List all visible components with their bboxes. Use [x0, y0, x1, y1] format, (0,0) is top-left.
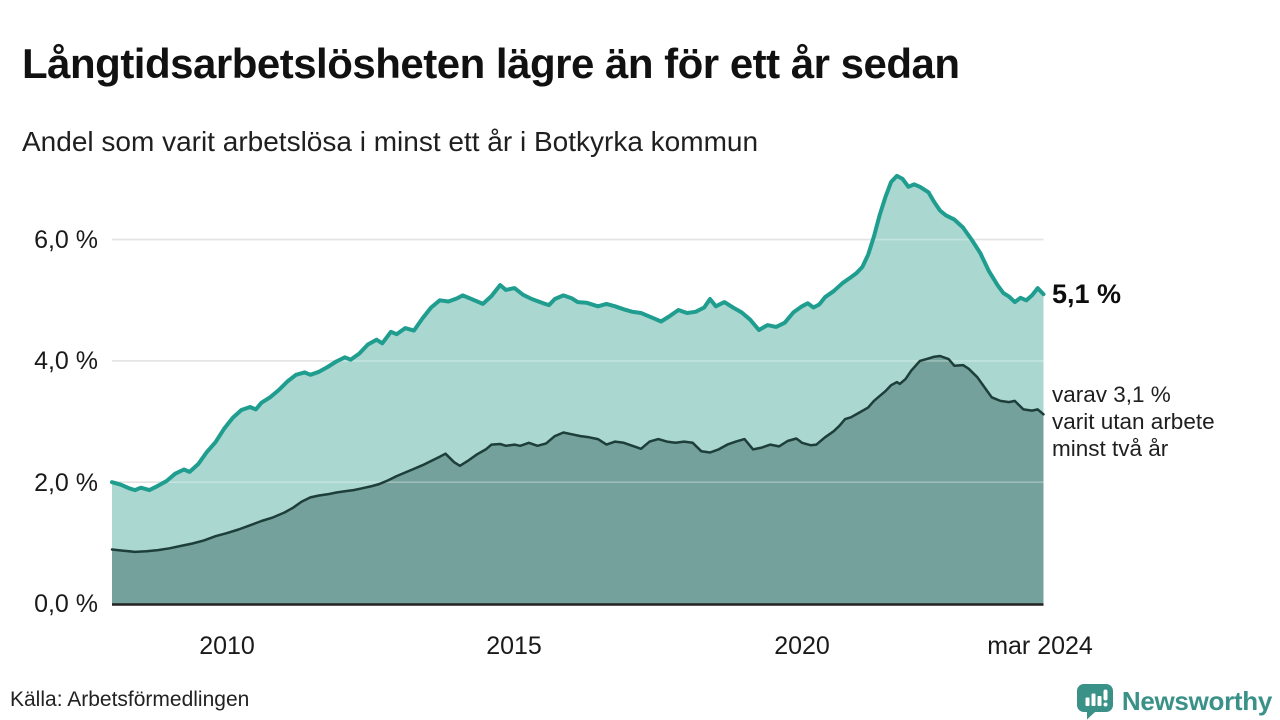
page-title: Långtidsarbetslösheten lägre än för ett … [22, 40, 960, 88]
total-value-label: 5,1 % [1052, 279, 1122, 309]
x-axis-label-mar-2024: mar 2024 [987, 632, 1093, 660]
x-axis-label-2010: 2010 [199, 632, 255, 660]
arbetslosa-minst-tva-ar-area [112, 356, 1044, 604]
newsworthy-brand-text: Newsworthy [1121, 685, 1272, 716]
y-axis-label-0: 0,0 % [34, 590, 98, 618]
x-axis-label-2015: 2015 [486, 632, 542, 660]
x-axis-label-2020: 2020 [774, 632, 830, 660]
y-axis-label-6: 6,0 % [34, 226, 98, 254]
page-subtitle: Andel som varit arbetslösa i minst ett å… [22, 126, 759, 157]
source-text: Källa: Arbetsförmedlingen [10, 688, 250, 711]
y-axis-label-2: 2,0 % [34, 469, 98, 497]
detail-value-label: varav 3,1 % varit utan arbete minst två … [1052, 382, 1215, 461]
arbetslosa-minst-ett-ar-line [110, 173, 1046, 493]
arbetslosa-minst-tva-ar-line [110, 354, 1045, 554]
newsworthy-logo: Newsworthy [1076, 682, 1272, 720]
bar-chart-bubble-icon [1076, 683, 1114, 720]
y-axis-label-4: 4,0 % [34, 347, 98, 375]
